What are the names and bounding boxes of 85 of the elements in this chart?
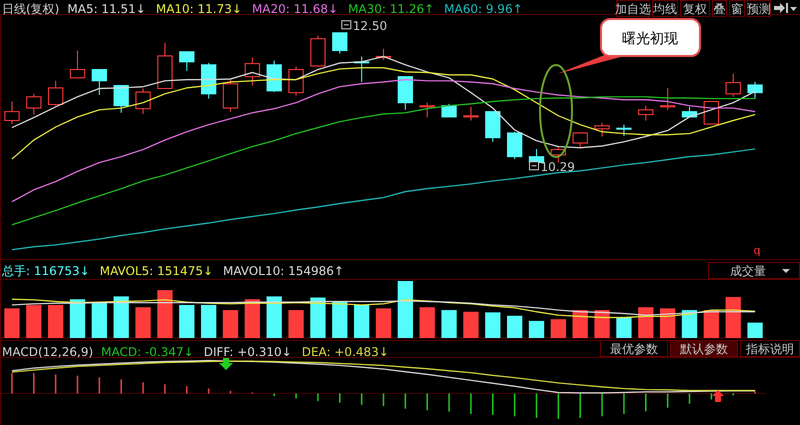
annotation: 预测 [747, 2, 771, 16]
annotation: 均线 [652, 2, 677, 16]
annotation: q [754, 244, 760, 257]
bar [310, 298, 326, 338]
candlestick [332, 32, 348, 54]
bar [463, 312, 479, 338]
candlestick [506, 131, 522, 160]
bar [157, 290, 173, 338]
candlestick [572, 132, 588, 148]
text: MA5: 11.51↓ [67, 2, 146, 16]
candlestick [420, 102, 435, 118]
candlestick [179, 51, 194, 72]
bar [266, 296, 282, 338]
bar [222, 310, 238, 338]
candlestick [594, 122, 610, 137]
series-label: MACD: -0.347↓ [101, 345, 194, 359]
bar [704, 310, 720, 338]
bar [70, 299, 86, 338]
bar [135, 307, 151, 338]
text: MAVOL5: 151475↓ [100, 264, 214, 278]
candlestick [704, 101, 720, 125]
text: 成交量 [730, 264, 766, 278]
candlestick [70, 50, 86, 78]
bar [244, 299, 260, 338]
bar [594, 310, 610, 338]
text: 指标说明 [745, 342, 794, 356]
candlestick [26, 93, 42, 116]
bar [485, 312, 500, 338]
candlestick [463, 106, 479, 121]
bar [660, 308, 676, 338]
candlestick [244, 57, 260, 86]
chart-title: 日线(复权) [2, 2, 60, 16]
annotation: 10.29 [540, 160, 575, 174]
bar [48, 304, 64, 338]
candlestick [616, 124, 632, 136]
candlestick [135, 88, 151, 114]
candlestick [48, 80, 64, 106]
text: MA10: 11.73↓ [156, 2, 242, 16]
candlestick [660, 87, 676, 110]
bar [638, 307, 654, 338]
bar [376, 308, 392, 338]
text: MA30: 11.26↑ [348, 2, 434, 16]
bar [726, 296, 741, 338]
series-label: DEA: +0.483↓ [302, 345, 389, 359]
bar [179, 304, 194, 338]
bar [114, 296, 129, 338]
candlestick [726, 73, 741, 98]
bar [332, 302, 348, 338]
bar [354, 304, 370, 338]
annotation: 加自选 [615, 2, 651, 16]
series-label: DIFF: +0.310↓ [204, 345, 292, 359]
annotation: 复权 [683, 2, 707, 16]
text: 默认参数 [679, 342, 728, 356]
annotation: 曙光初现 [622, 31, 678, 47]
bar [4, 308, 20, 338]
candlestick [747, 81, 763, 100]
bar [288, 310, 304, 338]
bar [441, 310, 457, 338]
bar [747, 322, 763, 338]
bar [682, 310, 698, 338]
bar [506, 316, 522, 338]
text: MA60: 9.96↑ [444, 2, 523, 16]
chart-title: MACD(12,26,9) [2, 345, 94, 359]
candlestick [638, 105, 654, 121]
bar [572, 310, 588, 338]
series-label: 总手: 116753↓ [1, 264, 90, 278]
candlestick [288, 66, 304, 96]
bar [200, 304, 216, 338]
bar [550, 319, 566, 338]
annotation: 12.50 [352, 18, 388, 33]
text: MA20: 11.68↓ [252, 2, 338, 16]
bar [528, 320, 544, 338]
series-label: MAVOL10: 154986↑ [223, 264, 344, 278]
candlestick [441, 103, 457, 118]
bar [26, 304, 42, 338]
candlestick [4, 101, 20, 125]
candlestick [114, 85, 129, 114]
bar [398, 281, 414, 338]
annotation: 叠 [714, 2, 726, 16]
annotation: 窗 [731, 2, 743, 16]
text: 最优参数 [610, 342, 658, 356]
bar [420, 307, 435, 338]
bar [616, 317, 632, 338]
bar [92, 302, 108, 338]
candlestick [92, 69, 108, 96]
